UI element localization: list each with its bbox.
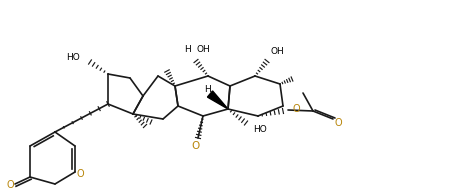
Text: O: O	[292, 104, 300, 114]
Text: OH: OH	[270, 48, 284, 56]
Text: HO: HO	[66, 54, 80, 62]
Text: H: H	[205, 85, 211, 94]
Text: O: O	[334, 118, 342, 128]
Text: O: O	[192, 141, 200, 151]
Polygon shape	[208, 91, 228, 109]
Text: O: O	[76, 169, 84, 179]
Text: HO: HO	[253, 125, 267, 133]
Text: OH: OH	[196, 46, 210, 55]
Text: O: O	[6, 180, 14, 190]
Text: H: H	[185, 46, 191, 55]
